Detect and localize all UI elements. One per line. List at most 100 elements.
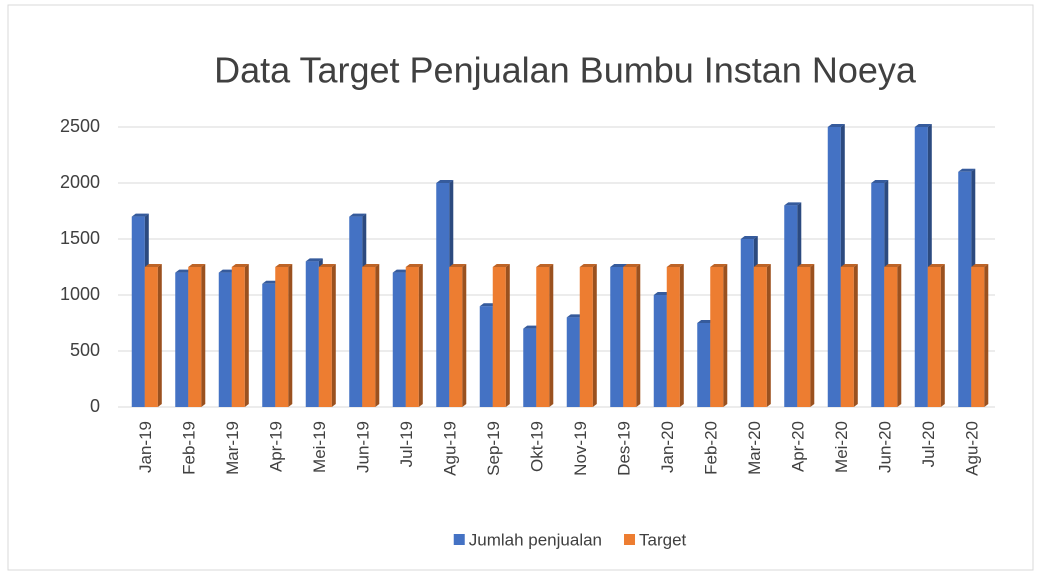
bar-top xyxy=(623,264,641,267)
bar-front xyxy=(262,283,276,407)
bar xyxy=(884,264,902,407)
bar-front xyxy=(927,267,941,407)
bar-side xyxy=(418,264,423,407)
bar-top-shade xyxy=(144,264,162,267)
bar-front xyxy=(218,272,232,407)
bar-top xyxy=(523,325,541,329)
bar-side-shade xyxy=(592,264,597,407)
bar-side-shade xyxy=(418,264,423,407)
bar-top xyxy=(753,264,771,267)
bar-top xyxy=(958,168,976,172)
bar-top xyxy=(188,264,206,267)
x-tick-label: Jan-19 xyxy=(136,421,155,473)
bar-top xyxy=(536,264,554,267)
bar-top-shade xyxy=(740,236,758,239)
chart-title: Data Target Penjualan Bumbu Instan Noeya xyxy=(214,50,917,91)
bar-side-shade xyxy=(375,264,380,407)
bar-side xyxy=(636,264,641,407)
bar-top-shade xyxy=(914,124,932,127)
bar-front xyxy=(188,267,202,407)
bar-top xyxy=(971,264,989,267)
bar-top xyxy=(492,264,510,267)
x-tick-label: Sep-19 xyxy=(484,421,503,476)
bar-top-shade xyxy=(927,264,945,267)
bar xyxy=(623,264,641,407)
bar-front xyxy=(436,183,450,407)
bar-top xyxy=(131,213,149,217)
y-tick-label: 1500 xyxy=(60,228,100,248)
bar-front xyxy=(753,267,767,407)
x-tick-label: Apr-19 xyxy=(267,421,286,472)
bar-front xyxy=(623,267,637,407)
bar-top-shade xyxy=(566,314,584,318)
x-tick-label: Mei-19 xyxy=(310,421,329,473)
bar-top xyxy=(840,264,858,267)
y-tick-label: 2000 xyxy=(60,172,100,192)
bar-front xyxy=(231,267,245,407)
bar-front xyxy=(840,267,854,407)
bar-front xyxy=(349,216,363,407)
bar-side xyxy=(244,264,249,407)
bar-front xyxy=(740,239,754,407)
bar xyxy=(753,264,771,407)
bar-top-shade xyxy=(536,264,554,267)
bar-front xyxy=(362,267,376,407)
bar-front xyxy=(710,267,724,407)
bar-top xyxy=(797,264,815,267)
bar-top-shade xyxy=(797,264,815,267)
bar-top xyxy=(666,264,684,267)
bar-top xyxy=(884,264,902,267)
bar-top xyxy=(697,320,715,323)
bar-top xyxy=(175,269,193,273)
bar-front xyxy=(697,323,711,407)
bar-side xyxy=(940,264,945,407)
bar-front xyxy=(971,267,985,407)
bar-top-shade xyxy=(958,168,976,172)
bar-front xyxy=(797,267,811,407)
bar-top-shade xyxy=(579,264,597,267)
bar-top-shade xyxy=(405,264,423,267)
bar-side-shade xyxy=(288,264,293,407)
bar-front xyxy=(827,127,841,407)
x-tick-label: Jul-20 xyxy=(919,421,938,467)
x-tick-label: Jan-20 xyxy=(658,421,677,473)
bar-top-shade xyxy=(827,124,845,127)
x-tick-label: Feb-19 xyxy=(180,421,199,475)
x-tick-label: Mei-20 xyxy=(832,421,851,473)
bar-front xyxy=(305,261,319,407)
bar-front xyxy=(175,272,189,407)
bar-side-shade xyxy=(505,264,510,407)
bar-top xyxy=(362,264,380,267)
bar-top xyxy=(449,264,467,267)
bar-front xyxy=(914,127,928,407)
bar-top-shade xyxy=(436,180,454,183)
x-tick-label: Jun-20 xyxy=(876,421,895,473)
bar-front xyxy=(318,267,332,407)
bar-top xyxy=(305,258,323,262)
x-tick-label: Jun-19 xyxy=(354,421,373,473)
bar-side xyxy=(723,264,728,407)
bar-side xyxy=(462,264,467,407)
bar-side-shade xyxy=(984,264,989,407)
bar xyxy=(797,264,815,407)
bar-front xyxy=(653,295,667,407)
bar-side xyxy=(592,264,597,407)
bar-side-shade xyxy=(636,264,641,407)
bar-front xyxy=(610,267,624,407)
bar-top-shade xyxy=(305,258,323,262)
bar-side xyxy=(201,264,206,407)
bar-top-shade xyxy=(392,269,410,273)
bar-top-shade xyxy=(318,264,336,267)
bar-top-shade xyxy=(349,213,367,217)
y-tick-label: 1000 xyxy=(60,284,100,304)
bar-front xyxy=(405,267,419,407)
bar-top xyxy=(579,264,597,267)
bar-side-shade xyxy=(810,264,815,407)
bar-top xyxy=(871,180,889,183)
bar xyxy=(362,264,380,407)
bar-side-shade xyxy=(940,264,945,407)
x-tick-label: Nov-19 xyxy=(571,421,590,476)
bar xyxy=(188,264,206,407)
bar-side-shade xyxy=(679,264,684,407)
